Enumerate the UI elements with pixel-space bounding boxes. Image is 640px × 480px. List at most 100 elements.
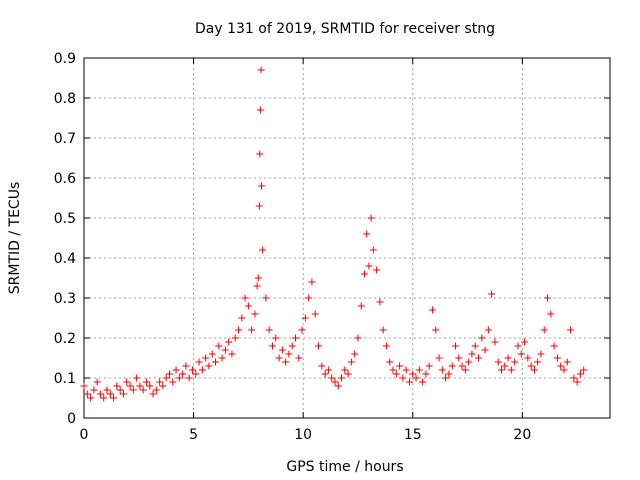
data-point	[103, 386, 111, 394]
data-point	[251, 310, 259, 318]
data-point	[265, 326, 273, 334]
data-point	[255, 202, 263, 210]
data-point	[195, 358, 203, 366]
data-point	[298, 326, 306, 334]
data-point	[241, 294, 249, 302]
x-tick-label: 10	[294, 427, 312, 443]
data-point	[248, 326, 256, 334]
x-tick-label: 15	[404, 427, 422, 443]
data-point	[365, 262, 373, 270]
data-point	[83, 390, 91, 398]
data-point	[142, 378, 150, 386]
data-point	[188, 366, 196, 374]
y-tick-label: 0.5	[54, 211, 76, 227]
data-point	[511, 358, 519, 366]
data-point	[324, 366, 332, 374]
data-point	[527, 362, 535, 370]
data-point	[254, 274, 262, 282]
data-point	[205, 362, 213, 370]
data-point	[573, 378, 581, 386]
data-point	[208, 350, 216, 358]
data-point	[106, 390, 114, 398]
data-point	[399, 374, 407, 382]
data-point	[580, 366, 588, 374]
axis-ticks: 0 0.1 0.2 0.3 0.4 0.5 0.6 0.7 0.8 0.9 0 5 10 15 20	[54, 51, 610, 443]
data-point	[285, 350, 293, 358]
data-point	[367, 214, 375, 222]
data-point	[165, 370, 173, 378]
data-point	[451, 342, 459, 350]
data-point	[282, 358, 290, 366]
data-point	[231, 334, 239, 342]
data-point	[295, 354, 303, 362]
data-point	[567, 326, 575, 334]
data-point	[172, 366, 180, 374]
x-tick-label: 0	[80, 427, 89, 443]
data-point	[547, 310, 555, 318]
data-point	[175, 374, 183, 382]
data-point	[268, 342, 276, 350]
y-tick-label: 0.1	[54, 371, 76, 387]
data-point	[553, 354, 561, 362]
data-point	[338, 374, 346, 382]
data-point	[116, 386, 124, 394]
data-point	[119, 390, 127, 398]
data-point	[435, 354, 443, 362]
data-point	[262, 294, 270, 302]
data-point	[471, 342, 479, 350]
data-point	[361, 270, 369, 278]
data-point	[235, 326, 243, 334]
data-point	[291, 334, 299, 342]
data-point	[419, 378, 427, 386]
x-tick-label: 5	[189, 427, 198, 443]
data-point	[563, 358, 571, 366]
data-point	[221, 346, 229, 354]
data-point	[491, 338, 499, 346]
data-point	[202, 354, 210, 362]
data-point	[550, 342, 558, 350]
data-point	[560, 366, 568, 374]
plot-frame	[83, 57, 611, 419]
data-point	[301, 314, 309, 322]
data-point	[256, 106, 264, 114]
data-point	[259, 246, 267, 254]
data-point	[409, 370, 417, 378]
data-point	[498, 366, 506, 374]
y-tick-label: 0.8	[54, 91, 76, 107]
data-point	[344, 370, 352, 378]
data-point	[311, 310, 319, 318]
data-point	[198, 366, 206, 374]
data-point	[501, 362, 509, 370]
data-point	[146, 382, 154, 390]
data-point	[179, 370, 187, 378]
data-point	[110, 394, 118, 402]
data-point	[129, 386, 137, 394]
data-point	[139, 386, 147, 394]
data-point	[422, 370, 430, 378]
data-point	[321, 370, 329, 378]
data-point	[328, 374, 336, 382]
data-point	[379, 326, 387, 334]
data-point	[544, 294, 552, 302]
data-point	[458, 362, 466, 370]
grid	[84, 58, 610, 418]
data-point	[402, 366, 410, 374]
data-point	[256, 150, 264, 158]
y-tick-label: 0.6	[54, 171, 76, 187]
data-point	[133, 374, 141, 382]
data-point	[215, 342, 223, 350]
data-point	[405, 378, 413, 386]
data-point	[87, 394, 95, 402]
data-point	[386, 358, 394, 366]
data-point	[278, 346, 286, 354]
data-point	[461, 366, 469, 374]
data-point	[308, 278, 316, 286]
data-point	[425, 362, 433, 370]
data-point	[288, 342, 296, 350]
data-point	[228, 350, 236, 358]
data-point	[514, 342, 522, 350]
x-tick-label: 20	[513, 427, 531, 443]
data-point	[136, 382, 144, 390]
y-tick-label: 0.4	[54, 251, 76, 267]
